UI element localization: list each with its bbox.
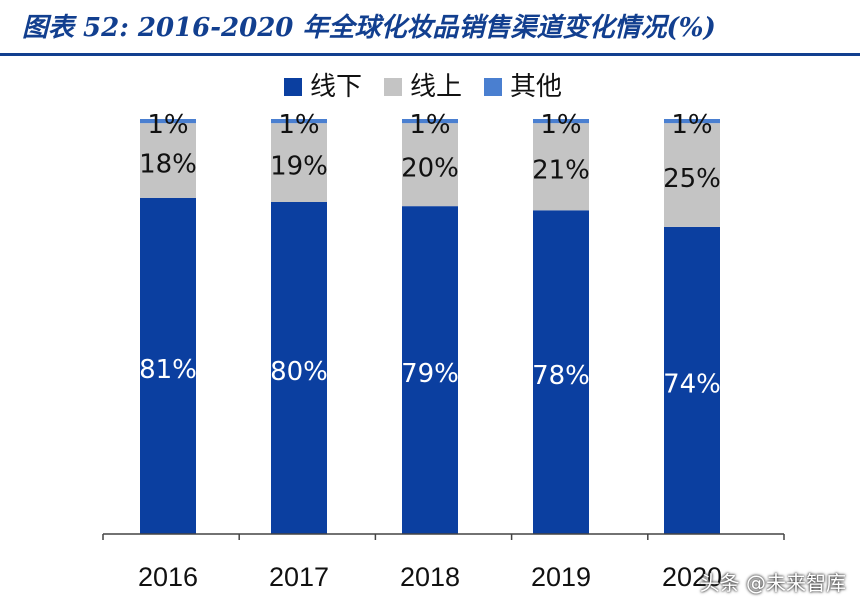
x-axis: 2016 2017 2018 2019 2020 bbox=[102, 533, 785, 592]
data-label: 1% bbox=[278, 110, 319, 140]
legend-item-offline: 线下 bbox=[284, 72, 362, 102]
bar-segment-offline bbox=[664, 226, 720, 534]
figure-title: 图表 52: 2016-2020 年全球化妆品销售渠道变化情况(%) bbox=[22, 13, 716, 43]
bar-segment-other bbox=[402, 119, 458, 124]
bar-segment-online bbox=[402, 123, 458, 207]
legend-label-online: 线上 bbox=[410, 72, 463, 102]
bar-segment-offline bbox=[140, 197, 196, 534]
data-label: 18% bbox=[139, 150, 197, 180]
data-label: 1% bbox=[540, 110, 581, 140]
legend-item-other: 其他 bbox=[484, 72, 562, 102]
data-label: 81% bbox=[139, 355, 197, 385]
bar-segment-offline bbox=[271, 202, 327, 534]
data-label: 21% bbox=[532, 156, 590, 186]
legend-swatch-offline bbox=[284, 78, 302, 96]
bar-segment-online bbox=[140, 123, 196, 198]
bar-segment-online bbox=[271, 123, 327, 202]
x-tick-label: 2018 bbox=[400, 562, 460, 592]
bar-segment-online bbox=[664, 123, 720, 227]
legend: 线下 线上 其他 bbox=[284, 70, 584, 104]
data-label: 78% bbox=[532, 361, 590, 391]
bar-segment-other bbox=[533, 119, 589, 124]
data-label: 25% bbox=[663, 164, 721, 194]
title-underline bbox=[0, 53, 860, 56]
watermark: 头条 @未来智库 bbox=[699, 571, 846, 595]
x-tick-label: 2019 bbox=[531, 562, 591, 592]
bar-segment-offline bbox=[533, 210, 589, 535]
bar-segment-offline bbox=[402, 206, 458, 534]
legend-swatch-other bbox=[484, 78, 503, 96]
data-labels-layer: 81% 18% 1% 80% 19% 1% 79% 20% 1% 78% 21% 1% 74% 25% 1% bbox=[139, 110, 721, 399]
data-label: 74% bbox=[663, 369, 721, 399]
legend-label-offline: 线下 bbox=[310, 72, 363, 102]
legend-swatch-online bbox=[384, 78, 403, 96]
data-label: 1% bbox=[147, 110, 188, 140]
data-label: 80% bbox=[270, 357, 328, 387]
data-label: 1% bbox=[671, 110, 712, 140]
data-label: 19% bbox=[270, 152, 328, 182]
x-tick-label: 2017 bbox=[269, 562, 329, 592]
bars-layer bbox=[140, 119, 720, 535]
legend-label-other: 其他 bbox=[510, 72, 563, 102]
x-tick-label: 2020 bbox=[662, 562, 722, 592]
bar-segment-other bbox=[140, 119, 196, 124]
bar-segment-other bbox=[664, 119, 720, 124]
bar-segment-online bbox=[533, 123, 589, 211]
data-label: 79% bbox=[401, 359, 459, 389]
data-label: 1% bbox=[409, 110, 450, 140]
data-label: 20% bbox=[401, 154, 459, 184]
x-tick-label: 2016 bbox=[138, 562, 198, 592]
legend-item-online: 线上 bbox=[384, 72, 462, 102]
bar-segment-other bbox=[271, 119, 327, 124]
